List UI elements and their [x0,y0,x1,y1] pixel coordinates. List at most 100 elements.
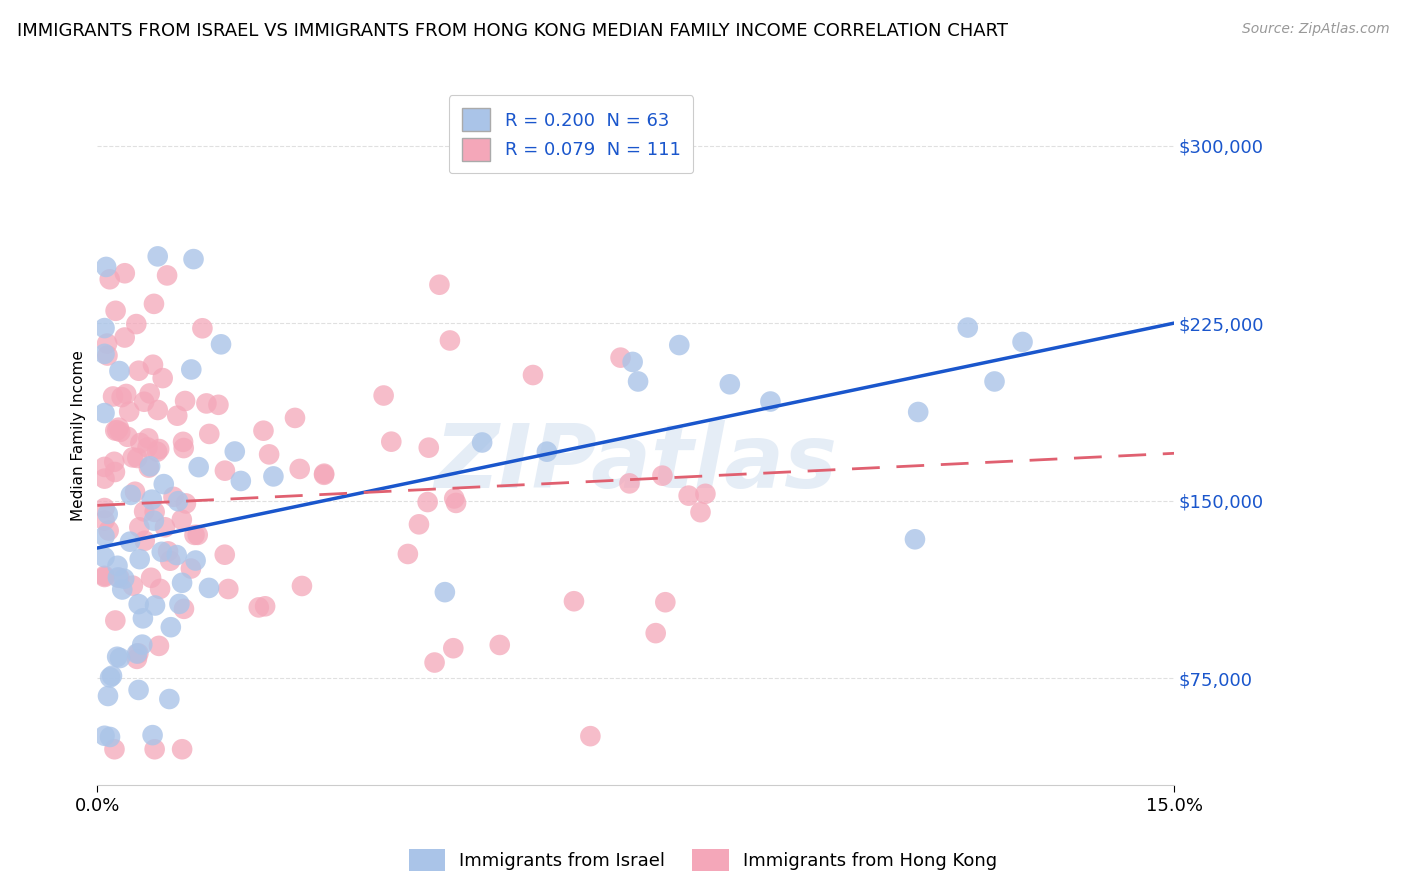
Point [444,496,467,510]
Point [191,321,214,335]
Point [488,638,510,652]
Point [187,460,209,475]
Point [418,441,440,455]
Point [759,394,782,409]
Point [129,436,152,450]
Point [654,595,676,609]
Point [183,252,205,266]
Point [174,394,197,409]
Point [143,742,166,756]
Point [127,646,149,660]
Point [120,488,142,502]
Point [136,432,159,446]
Point [150,545,173,559]
Point [159,554,181,568]
Point [257,447,280,461]
Point [678,489,700,503]
Point [619,476,641,491]
Point [152,477,174,491]
Point [314,467,336,481]
Point [146,249,169,263]
Point [907,405,929,419]
Point [416,495,439,509]
Point [536,444,558,458]
Point [170,513,193,527]
Point [93,570,115,584]
Point [312,467,335,482]
Point [433,585,456,599]
Point [125,317,148,331]
Point [108,651,131,665]
Text: IMMIGRANTS FROM ISRAEL VS IMMIGRANTS FROM HONG KONG MEDIAN FAMILY INCOME CORRELA: IMMIGRANTS FROM ISRAEL VS IMMIGRANTS FRO… [17,22,1008,40]
Point [207,398,229,412]
Y-axis label: Median Family Income: Median Family Income [72,351,86,521]
Point [169,597,191,611]
Point [441,641,464,656]
Point [131,638,153,652]
Point [408,517,430,532]
Point [128,520,150,534]
Point [104,614,127,628]
Point [125,652,148,666]
Point [104,303,127,318]
Text: Source: ZipAtlas.com: Source: ZipAtlas.com [1241,22,1389,37]
Point [689,505,711,519]
Point [103,742,125,756]
Point [103,455,125,469]
Point [609,351,631,365]
Point [93,569,115,583]
Point [195,396,218,410]
Point [198,581,221,595]
Point [152,371,174,385]
Point [142,514,165,528]
Point [180,561,202,575]
Point [695,487,717,501]
Point [252,424,274,438]
Text: ZIPatlas: ZIPatlas [434,420,837,507]
Point [107,570,129,584]
Point [101,389,124,403]
Point [104,465,127,479]
Point [217,582,239,596]
Point [209,337,232,351]
Point [439,334,461,348]
Point [262,469,284,483]
Point [579,729,602,743]
Point [180,362,202,376]
Point [139,459,162,474]
Point [141,492,163,507]
Point [112,572,135,586]
Point [93,321,115,335]
Point [904,533,927,547]
Point [214,464,236,478]
Point [153,520,176,534]
Point [93,550,115,565]
Point [107,420,129,434]
Point [127,450,149,465]
Point [143,297,166,311]
Point [105,423,128,437]
Point [128,682,150,697]
Point [668,338,690,352]
Point [247,600,270,615]
Point [562,594,585,608]
Point [93,459,115,474]
Point [139,571,162,585]
Point [98,730,121,744]
Point [173,602,195,616]
Point [118,534,141,549]
Point [136,441,159,455]
Point [157,544,180,558]
Point [97,689,120,703]
Point [291,579,314,593]
Point [134,533,156,548]
Point [172,742,194,756]
Point [187,528,209,542]
Point [96,336,118,351]
Point [93,729,115,743]
Point [121,450,143,465]
Point [167,494,190,508]
Point [983,375,1005,389]
Point [111,582,134,597]
Point [142,728,165,742]
